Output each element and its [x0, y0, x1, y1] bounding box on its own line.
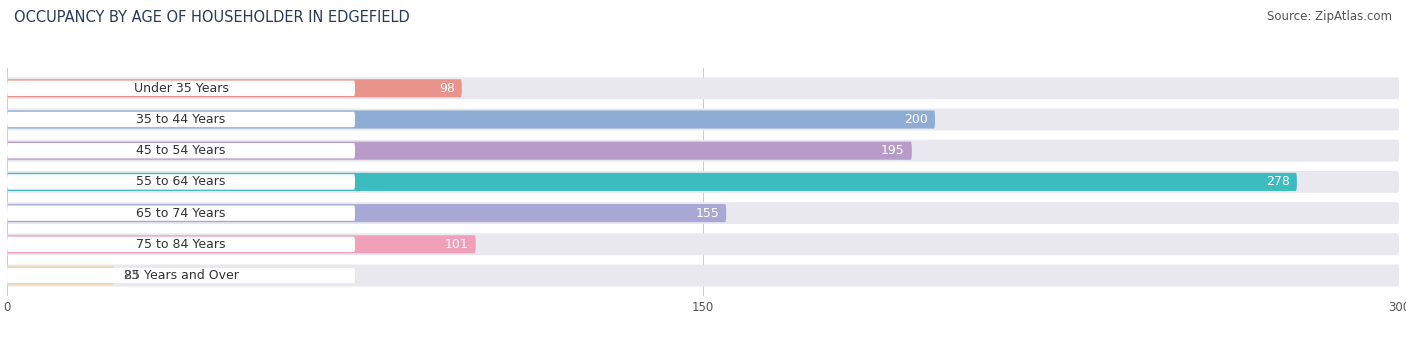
Text: 23: 23 [124, 269, 139, 282]
Text: 195: 195 [882, 144, 905, 157]
Text: 35 to 44 Years: 35 to 44 Years [136, 113, 225, 126]
FancyBboxPatch shape [7, 205, 354, 221]
FancyBboxPatch shape [7, 202, 1399, 224]
Text: 45 to 54 Years: 45 to 54 Years [136, 144, 226, 157]
FancyBboxPatch shape [7, 110, 935, 129]
FancyBboxPatch shape [7, 268, 354, 283]
Text: 101: 101 [444, 238, 468, 251]
FancyBboxPatch shape [7, 79, 461, 97]
FancyBboxPatch shape [7, 235, 475, 253]
FancyBboxPatch shape [7, 112, 354, 127]
FancyBboxPatch shape [7, 81, 354, 96]
FancyBboxPatch shape [7, 142, 912, 160]
FancyBboxPatch shape [7, 204, 725, 222]
Text: 98: 98 [439, 82, 454, 95]
Text: 65 to 74 Years: 65 to 74 Years [136, 207, 226, 220]
Text: Under 35 Years: Under 35 Years [134, 82, 228, 95]
FancyBboxPatch shape [7, 267, 114, 285]
FancyBboxPatch shape [7, 143, 354, 158]
Text: 55 to 64 Years: 55 to 64 Years [136, 175, 226, 188]
FancyBboxPatch shape [7, 108, 1399, 131]
FancyBboxPatch shape [7, 173, 1296, 191]
FancyBboxPatch shape [7, 174, 354, 190]
Text: 155: 155 [696, 207, 720, 220]
FancyBboxPatch shape [7, 140, 1399, 161]
Text: OCCUPANCY BY AGE OF HOUSEHOLDER IN EDGEFIELD: OCCUPANCY BY AGE OF HOUSEHOLDER IN EDGEF… [14, 10, 409, 25]
FancyBboxPatch shape [7, 237, 354, 252]
Text: 75 to 84 Years: 75 to 84 Years [136, 238, 226, 251]
FancyBboxPatch shape [7, 78, 1399, 99]
Text: 85 Years and Over: 85 Years and Over [124, 269, 239, 282]
FancyBboxPatch shape [7, 265, 1399, 286]
Text: 200: 200 [904, 113, 928, 126]
FancyBboxPatch shape [7, 171, 1399, 193]
Text: Source: ZipAtlas.com: Source: ZipAtlas.com [1267, 10, 1392, 23]
FancyBboxPatch shape [7, 233, 1399, 255]
Text: 278: 278 [1265, 175, 1289, 188]
